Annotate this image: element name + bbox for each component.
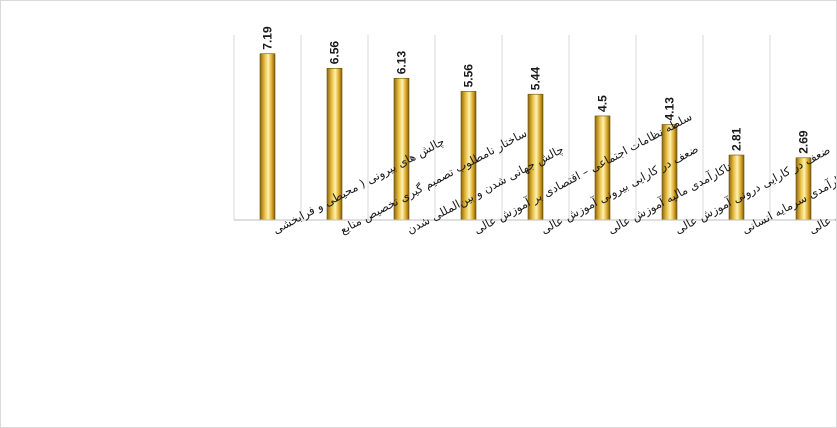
- category-labels: چالش های بیرونی ( محیطی و فرابخشیساختار …: [270, 109, 836, 237]
- data-label: 2.81: [730, 127, 744, 151]
- data-label: 6.13: [395, 51, 409, 75]
- data-label: 5.56: [462, 64, 476, 88]
- data-label: 2.69: [797, 130, 811, 154]
- data-label: 4.13: [663, 97, 677, 121]
- data-label: 7.19: [261, 26, 275, 50]
- bar-series: [259, 53, 812, 221]
- data-labels: 7.19 6.56 6.13 5.56 5.44 4.5 4.13 2.81 2.69: [261, 26, 811, 154]
- category-gridlines: [233, 35, 771, 220]
- data-label: 5.44: [529, 67, 543, 91]
- data-label: 4.5: [596, 95, 610, 112]
- data-label: 6.56: [328, 41, 342, 65]
- bar: [259, 53, 276, 221]
